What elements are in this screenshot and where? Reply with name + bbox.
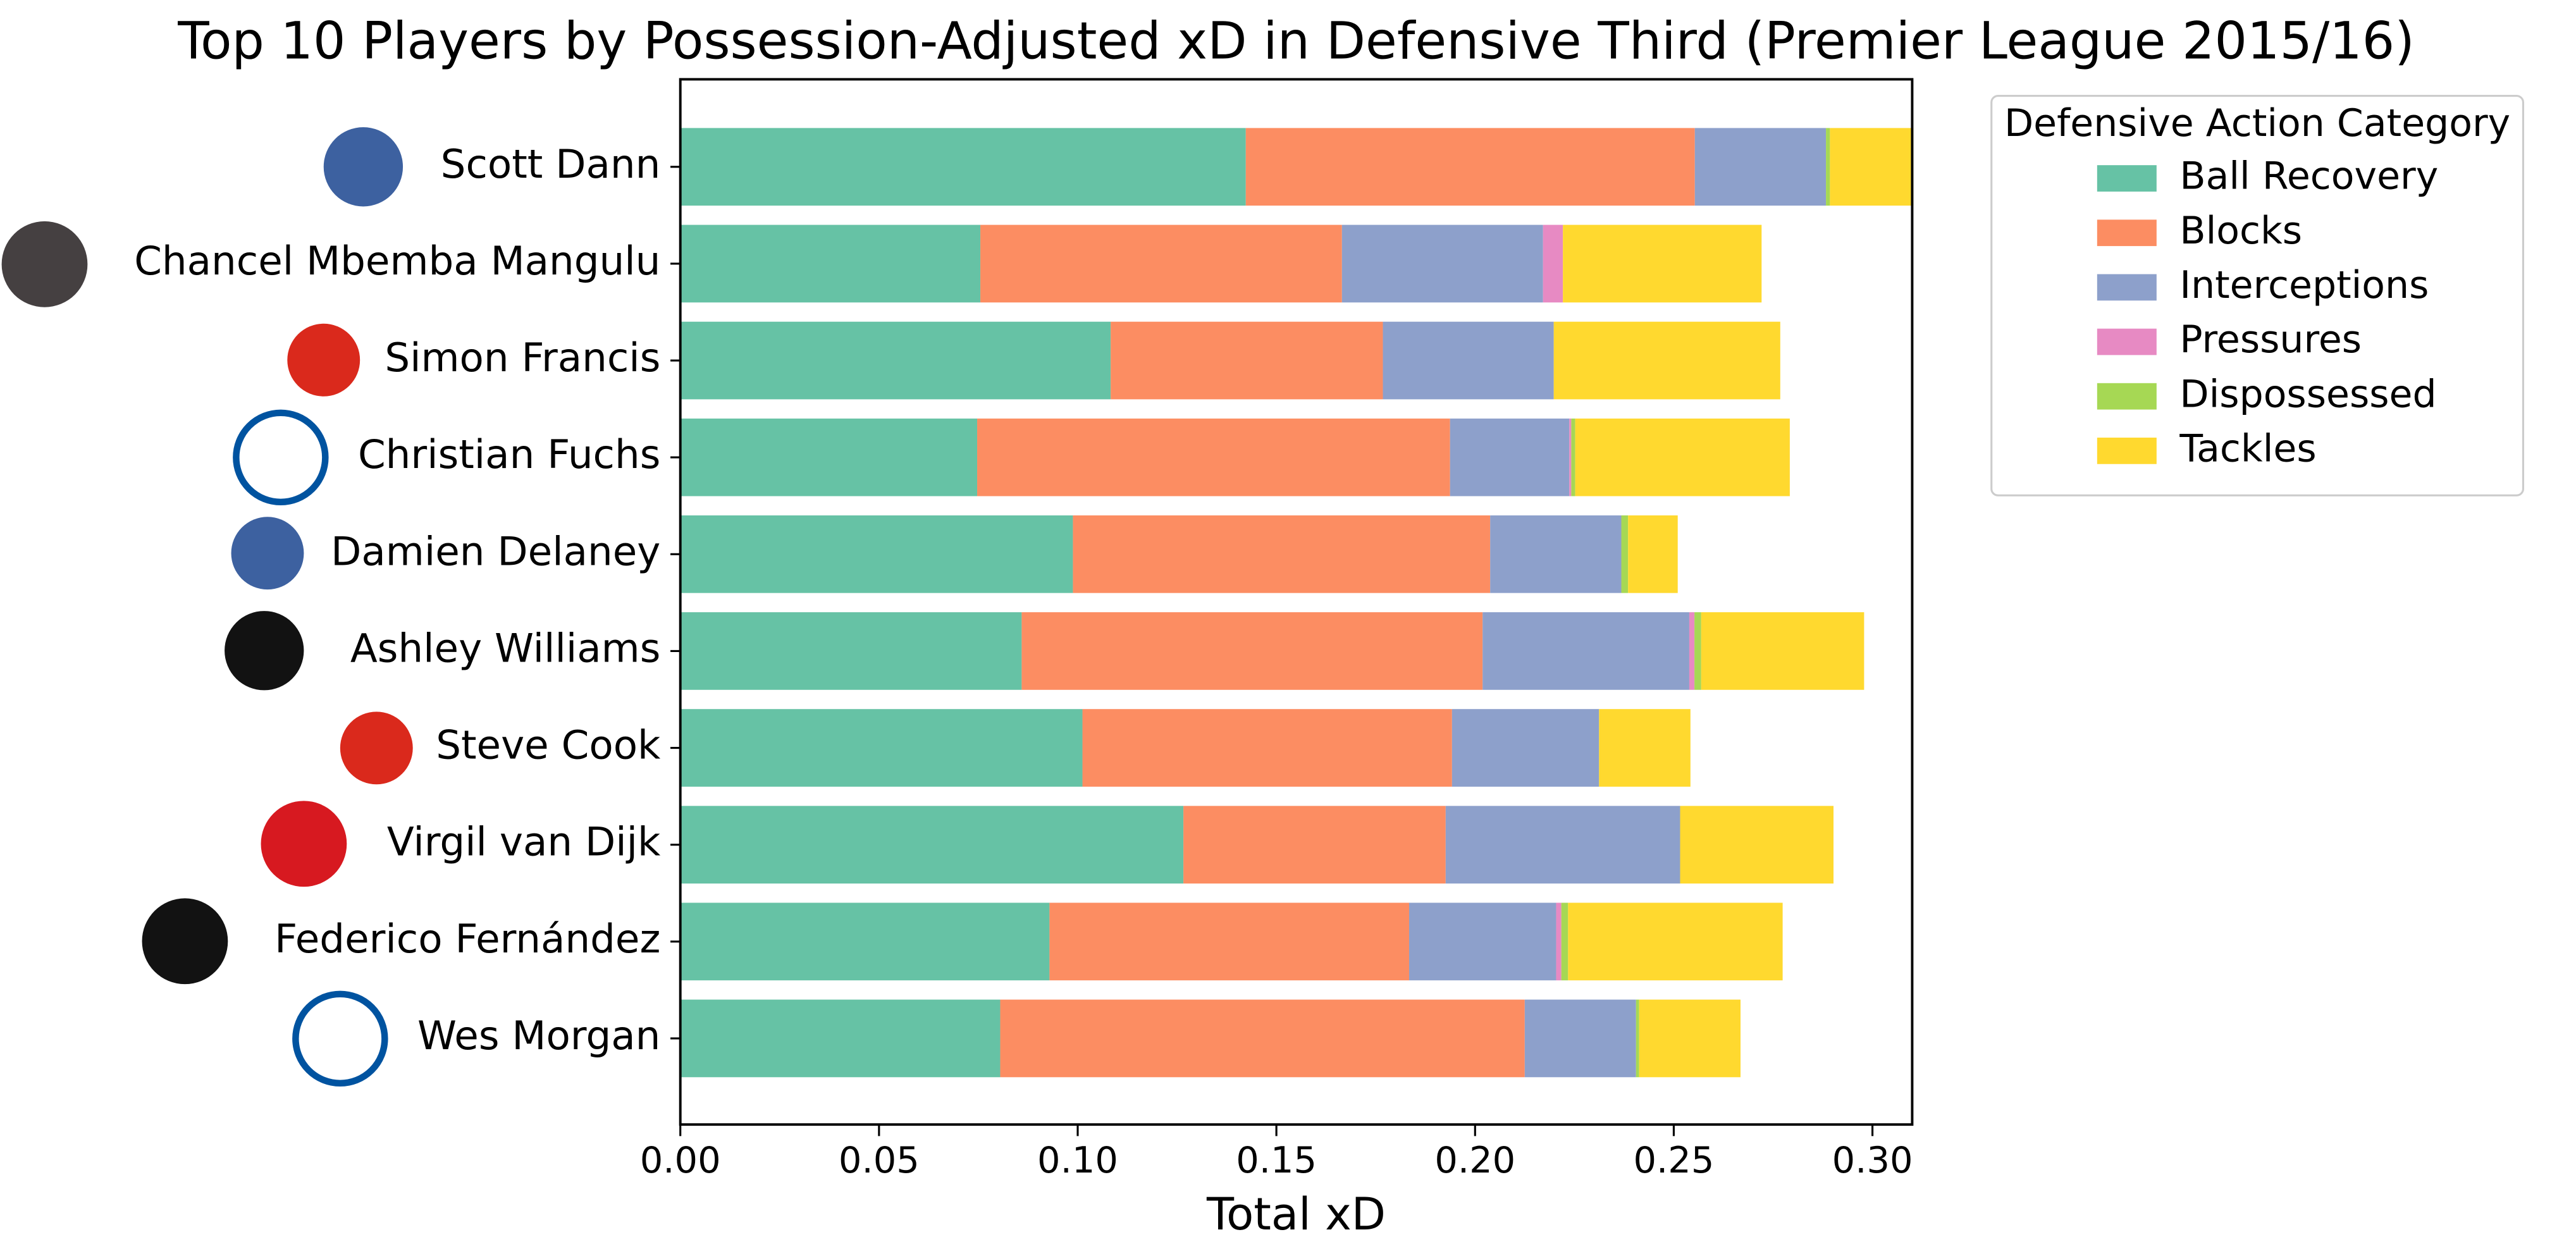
club-badge [233, 409, 329, 506]
club-badge [231, 517, 304, 590]
bar-segment [680, 612, 1022, 690]
bar-segment [1082, 709, 1452, 787]
bar-segment [680, 128, 1246, 206]
bar-segment [1830, 128, 1914, 206]
x-tick-label: 0.10 [1037, 1139, 1118, 1181]
bar-segment [1563, 225, 1762, 303]
bar-segment [1049, 902, 1409, 981]
bar-segment [1636, 999, 1639, 1078]
y-tick-label: Wes Morgan [417, 1013, 660, 1059]
bar-segment [1111, 321, 1383, 400]
legend-swatch [2097, 219, 2157, 247]
legend-label: Pressures [2179, 317, 2362, 362]
club-badge [292, 990, 388, 1087]
club-badge [287, 323, 361, 397]
x-tick-label: 0.20 [1434, 1139, 1515, 1181]
y-tick-label: Federico Fernández [274, 916, 660, 962]
bar-segment [1021, 612, 1483, 690]
legend-label: Blocks [2179, 209, 2302, 253]
y-tick-label: Ashley Williams [350, 625, 660, 672]
bar-segment [680, 806, 1184, 884]
club-badge [323, 127, 404, 207]
y-tick-label: Chancel Mbemba Mangulu [134, 238, 660, 284]
bar-segment [977, 418, 1450, 496]
bar-segment [1701, 612, 1864, 690]
bar-segment [1490, 515, 1622, 593]
bar-segment [1694, 612, 1701, 690]
bar-segment [1524, 999, 1636, 1078]
bar-segment [680, 225, 981, 303]
legend-swatch [2097, 165, 2157, 192]
bar-segment [680, 999, 1001, 1078]
bar-segment [1553, 321, 1780, 400]
bar-segment [1341, 225, 1543, 303]
bar-segment [1689, 612, 1695, 690]
club-badge [340, 711, 413, 785]
x-tick-label: 0.00 [640, 1139, 721, 1181]
bar-segment [1451, 709, 1599, 787]
legend-title: Defensive Action Category [2004, 101, 2510, 145]
x-tick-label: 0.25 [1634, 1139, 1715, 1181]
bar-segment [1628, 515, 1678, 593]
bar-segment [1000, 999, 1525, 1078]
chart-title: Top 10 Players by Possession-Adjusted xD… [177, 12, 2415, 71]
legend-swatch [2097, 328, 2157, 355]
bar-segment [1183, 806, 1446, 884]
club-badge [1, 221, 88, 307]
y-tick-label: Damien Delaney [331, 528, 660, 574]
bar-segment [1445, 806, 1680, 884]
bar-segment [680, 515, 1073, 593]
x-tick-label: 0.30 [1832, 1139, 1913, 1181]
club-badge [261, 801, 347, 887]
bar-segment [1450, 418, 1570, 496]
bar-segment [680, 902, 1050, 981]
bar-segment [1571, 418, 1575, 496]
club-badge [142, 898, 228, 985]
x-tick-label: 0.15 [1236, 1139, 1317, 1181]
bar-segment [1575, 418, 1790, 496]
bar-segment [680, 321, 1111, 400]
bar-segment [1694, 128, 1827, 206]
bar-segment [680, 709, 1083, 787]
legend: Defensive Action Category Ball Recovery Bl… [1990, 94, 2525, 496]
y-tick-label: Virgil van Dijk [387, 819, 661, 865]
bar-segment [1543, 225, 1563, 303]
legend-label: Ball Recovery [2179, 154, 2438, 199]
bar-segment [1408, 902, 1556, 981]
bar-segment [1599, 709, 1691, 787]
bar-segment [1569, 418, 1572, 496]
bar-segment [1482, 612, 1689, 690]
legend-label: Tackles [2179, 426, 2316, 471]
bar-segment [1245, 128, 1695, 206]
bar-segment [680, 418, 978, 496]
bar-segment [1561, 902, 1568, 981]
bar-segment [1826, 128, 1830, 206]
y-tick-label: Steve Cook [436, 722, 661, 768]
bar-segment [1556, 902, 1562, 981]
legend-swatch [2097, 274, 2157, 301]
bar-segment [1383, 321, 1554, 400]
y-tick-label: Simon Francis [385, 335, 660, 381]
legend-label: Dispossessed [2179, 372, 2436, 416]
bar-segment [1073, 515, 1491, 593]
x-axis-label: Total xD [1206, 1188, 1386, 1240]
bar-segment [1639, 999, 1741, 1078]
legend-swatch [2097, 383, 2157, 410]
y-tick-label: Scott Dann [441, 141, 661, 187]
bar-segment [980, 225, 1342, 303]
legend-label: Interceptions [2179, 263, 2429, 307]
bar-segment [1568, 902, 1783, 981]
plot-frame [679, 78, 1914, 1126]
club-badges [1, 127, 413, 1087]
legend-swatch [2097, 437, 2157, 464]
club-badge [225, 611, 304, 691]
bar-segment [1621, 515, 1629, 593]
x-tick-label: 0.05 [839, 1139, 920, 1181]
y-tick-label: Christian Fuchs [358, 431, 660, 477]
bar-segment [1680, 806, 1834, 884]
